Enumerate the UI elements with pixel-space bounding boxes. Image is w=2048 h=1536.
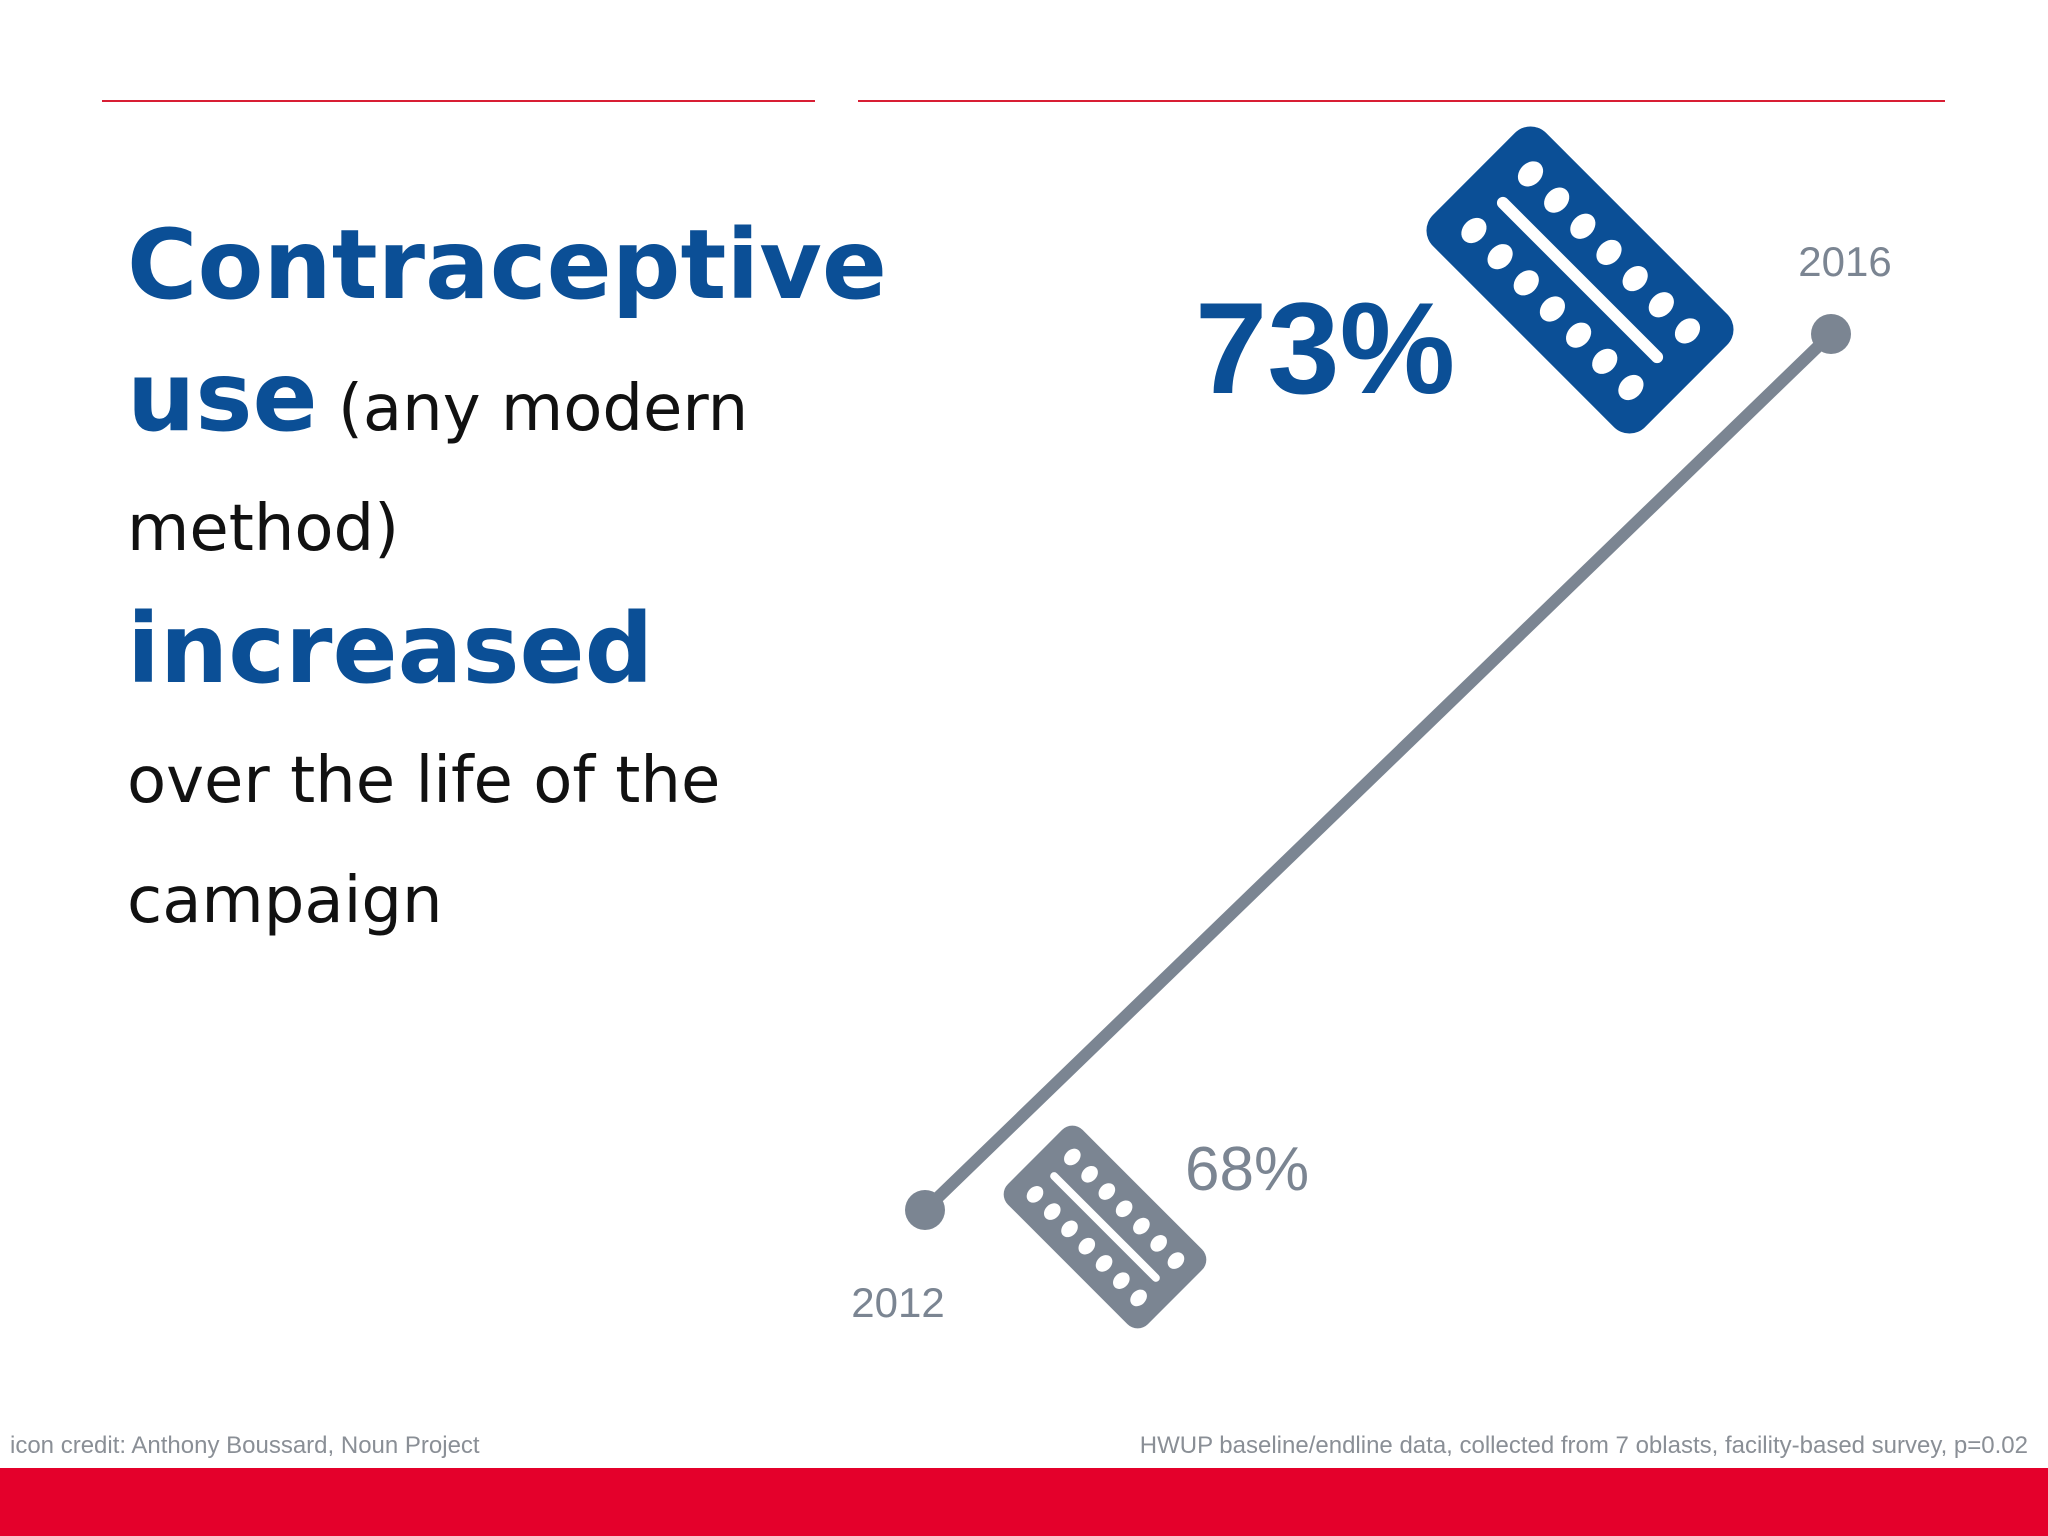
data-label-73: 73% [1195,275,1455,421]
series-line [919,328,1837,1216]
headline-text-over-life: over the life of the [127,744,721,818]
headline-keyword-contraceptive: Contraceptive [127,209,887,321]
headline: Contraceptive use (any modern method) in… [127,205,907,961]
headline-keyword-use: use [127,341,318,453]
data-label-68: 68% [1185,1135,1309,1204]
x-tick-label-2016: 2016 [1798,238,1891,285]
pill-pack-icon [1417,117,1743,443]
top-rule-left [102,100,815,102]
x-tick-label-2012: 2012 [851,1279,944,1326]
source-note: HWUP baseline/endline data, collected fr… [1139,1432,2028,1459]
headline-text-any-modern: (any modern [317,372,749,446]
icon-credit: icon credit: Anthony Boussard, Noun Proj… [10,1432,480,1459]
headline-text-method: method) [127,492,400,566]
headline-text-campaign: campaign [127,864,443,938]
data-point-2016 [1811,314,1851,354]
footer-bar [0,1468,2048,1536]
headline-keyword-increased: increased [127,593,654,705]
data-point-2012 [905,1190,945,1230]
top-rule-right [858,100,1945,102]
pill-pack-icon [997,1119,1213,1335]
